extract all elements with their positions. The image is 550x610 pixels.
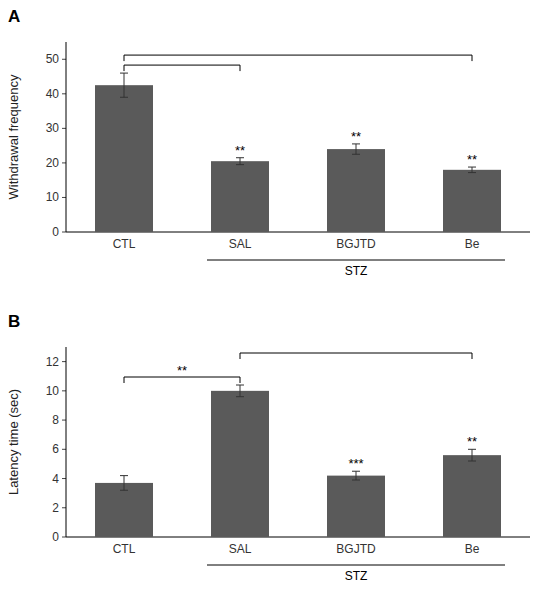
group-label: STZ — [345, 264, 368, 278]
y-tick-label: 12 — [46, 355, 60, 369]
y-tick-label: 10 — [46, 384, 60, 398]
error-stem — [240, 158, 241, 165]
error-cap — [468, 461, 476, 462]
y-axis-label: Latency time (sec) — [6, 389, 21, 495]
y-tick — [62, 537, 66, 538]
bracket — [124, 65, 240, 71]
significance-label: ** — [467, 152, 477, 167]
bar — [95, 483, 153, 537]
bracket — [124, 55, 472, 61]
y-tick — [62, 93, 66, 94]
bar — [327, 476, 385, 537]
error-cap — [352, 154, 360, 155]
figure: AWithdrawal frequency01020304050CTLSALBG… — [0, 0, 550, 610]
y-tick-label: 10 — [46, 190, 60, 204]
x-tick-label: CTL — [113, 237, 136, 251]
bracket-label: ** — [177, 363, 187, 378]
bar — [327, 149, 385, 232]
plot-area — [95, 73, 501, 232]
error-bar — [468, 449, 476, 461]
y-tick-label: 2 — [52, 501, 59, 515]
y-tick-label: 0 — [52, 530, 59, 544]
significance-label: *** — [348, 456, 363, 471]
y-tick — [62, 59, 66, 60]
error-bar — [120, 73, 128, 97]
bracket — [240, 353, 472, 359]
error-bar — [120, 476, 128, 491]
error-bar — [352, 471, 360, 480]
x-tick-label: Be — [465, 237, 480, 251]
y-tick-label: 50 — [46, 52, 60, 66]
error-stem — [472, 167, 473, 173]
y-tick — [62, 478, 66, 479]
error-stem — [472, 449, 473, 461]
panel-label: B — [8, 312, 20, 331]
error-stem — [356, 471, 357, 480]
error-stem — [124, 73, 125, 97]
error-bar — [468, 167, 476, 173]
bar — [211, 391, 269, 537]
y-tick — [62, 507, 66, 508]
error-bar — [352, 144, 360, 154]
y-axis-line — [66, 347, 67, 537]
x-tick-label: Be — [465, 542, 480, 556]
error-cap — [236, 164, 244, 165]
significance-label: ** — [351, 129, 361, 144]
y-tick — [62, 232, 66, 233]
group-label: STZ — [345, 569, 368, 583]
bar — [95, 85, 153, 232]
error-bar — [236, 385, 244, 397]
error-cap — [120, 97, 128, 98]
bar — [443, 170, 501, 232]
panel-label: A — [8, 7, 20, 26]
y-tick-label: 30 — [46, 121, 60, 135]
error-cap — [120, 490, 128, 491]
y-tick-label: 8 — [52, 413, 59, 427]
plot-area — [95, 385, 501, 537]
significance-label: ** — [467, 434, 477, 449]
x-tick-label: CTL — [113, 542, 136, 556]
x-tick-label: BGJTD — [336, 542, 376, 556]
panel: A Withdrawal frequency 0 10 20 30 40 50 CTL SAL BG… — [6, 7, 530, 278]
group-line — [207, 565, 505, 566]
background — [0, 0, 550, 610]
y-tick — [62, 390, 66, 391]
y-tick — [62, 128, 66, 129]
error-cap — [236, 385, 244, 386]
error-cap — [120, 73, 128, 74]
error-cap — [120, 475, 128, 476]
x-tick-label: SAL — [229, 542, 252, 556]
y-tick — [62, 197, 66, 198]
y-tick — [62, 420, 66, 421]
error-stem — [124, 476, 125, 491]
y-tick-label: 0 — [52, 225, 59, 239]
bar — [443, 455, 501, 537]
y-tick-label: 20 — [46, 156, 60, 170]
y-tick — [62, 361, 66, 362]
significance-label: ** — [235, 143, 245, 158]
y-axis-label: Withdrawal frequency — [6, 74, 21, 199]
y-tick-label: 6 — [52, 442, 59, 456]
x-tick-label: BGJTD — [336, 237, 376, 251]
group-line — [207, 260, 505, 261]
y-tick-label: 4 — [52, 472, 59, 486]
y-tick-label: 40 — [46, 87, 60, 101]
error-bar — [236, 158, 244, 165]
y-tick — [62, 162, 66, 163]
error-stem — [356, 144, 357, 154]
y-tick — [62, 449, 66, 450]
error-cap — [468, 172, 476, 173]
error-cap — [236, 396, 244, 397]
panel: B Latency time (sec) 0 2 4 6 8 10 12 CTL SAL BGJTD B… — [6, 312, 530, 583]
x-tick-label: SAL — [229, 237, 252, 251]
y-axis-line — [66, 42, 67, 232]
error-cap — [352, 480, 360, 481]
error-stem — [240, 385, 241, 397]
bar — [211, 161, 269, 232]
